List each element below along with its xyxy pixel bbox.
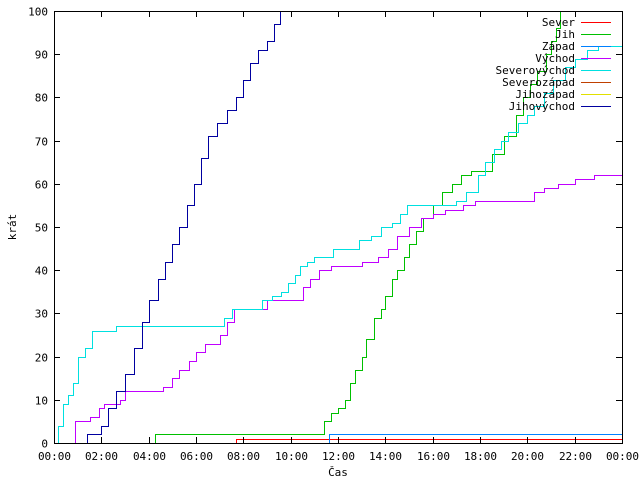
x-tick-label: 06:00 <box>180 450 213 463</box>
y-axis-label: krát <box>6 214 19 241</box>
x-tick-label: 22:00 <box>559 450 592 463</box>
x-tick-label: 04:00 <box>133 450 166 463</box>
x-tick-label: 00:00 <box>38 450 71 463</box>
legend-label: Východ <box>535 52 575 65</box>
x-axis: 00:00 02:00 04:00 06:00 08:00 10:00 12:00 14:00… <box>38 11 639 463</box>
x-tick-label: 20:00 <box>511 450 544 463</box>
y-tick-label: 60 <box>35 179 48 192</box>
y-tick-label: 80 <box>35 92 48 105</box>
legend-label: Jih <box>555 28 575 41</box>
legend-label: Západ <box>542 40 575 53</box>
y-tick-label: 100 <box>28 6 48 19</box>
series-line-4 <box>54 46 623 444</box>
y-tick-label: 40 <box>35 265 48 278</box>
legend-label: Severovýchod <box>496 64 575 77</box>
x-tick-label: 16:00 <box>417 450 450 463</box>
series-line-3 <box>54 175 623 444</box>
y-axis: 0 10 20 30 40 50 60 70 80 90 100 <box>28 6 622 451</box>
x-tick-label: 00:00 <box>606 450 639 463</box>
x-tick-label: 02:00 <box>85 450 118 463</box>
x-tick-label: 14:00 <box>369 450 402 463</box>
y-tick-label: 10 <box>35 395 48 408</box>
legend-label: Sever <box>542 16 575 29</box>
y-tick-label: 70 <box>35 136 48 149</box>
y-tick-label: 50 <box>35 222 48 235</box>
x-tick-label: 08:00 <box>227 450 260 463</box>
series-line-7 <box>54 11 281 444</box>
y-tick-label: 30 <box>35 308 48 321</box>
y-tick-label: 20 <box>35 352 48 365</box>
y-tick-label: 90 <box>35 49 48 62</box>
legend-label: Jihozápad <box>515 88 575 101</box>
legend: SeverJihZápadVýchodSeverovýchodSeverozáp… <box>496 16 611 113</box>
x-tick-label: 12:00 <box>322 450 355 463</box>
x-tick-label: 18:00 <box>464 450 497 463</box>
legend-label: Jihovýchod <box>509 100 575 113</box>
x-tick-label: 10:00 <box>275 450 308 463</box>
series-line-1 <box>54 11 561 444</box>
legend-label: Severozápad <box>502 76 575 89</box>
x-axis-label: Čas <box>328 466 348 479</box>
y-tick-label: 0 <box>41 438 48 451</box>
